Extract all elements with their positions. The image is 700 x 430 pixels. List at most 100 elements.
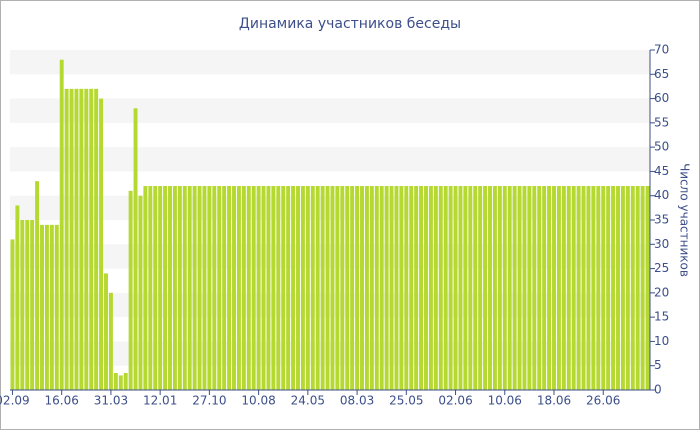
bar <box>286 186 291 390</box>
bar <box>256 186 261 390</box>
bar <box>468 186 473 390</box>
bar <box>246 186 251 390</box>
bar <box>104 273 108 390</box>
bar <box>30 220 35 390</box>
bar <box>202 186 207 390</box>
y-tick-label: 20 <box>654 285 669 299</box>
bar <box>217 186 222 390</box>
x-tick-label: 31.03 <box>94 394 128 408</box>
bar <box>645 186 650 390</box>
bar <box>502 186 507 390</box>
y-tick-label: 15 <box>654 310 669 324</box>
bar <box>527 186 532 390</box>
y-tick-label: 60 <box>654 91 669 105</box>
bar <box>488 186 492 390</box>
bar <box>222 186 227 390</box>
bar <box>586 186 591 390</box>
bar <box>54 224 59 390</box>
bar <box>542 186 547 390</box>
bar <box>148 186 153 390</box>
x-tick-label: 08.03 <box>340 394 374 408</box>
bar <box>532 186 537 390</box>
x-tick-label: 16.06 <box>45 394 79 408</box>
bar <box>340 186 345 390</box>
bar <box>325 186 330 390</box>
bar <box>556 186 561 390</box>
bar <box>537 186 542 390</box>
y-tick-label: 10 <box>654 334 669 348</box>
x-tick-label: 25.05 <box>389 394 423 408</box>
bar <box>64 88 69 390</box>
bar <box>305 186 310 390</box>
chart-title: Динамика участников беседы <box>239 16 461 32</box>
bar <box>241 186 246 390</box>
bar <box>236 186 241 390</box>
bar <box>310 186 315 390</box>
y-tick-label: 40 <box>654 188 669 202</box>
bar <box>360 186 364 390</box>
bar <box>69 88 74 390</box>
bar <box>345 186 350 390</box>
bar <box>40 224 44 390</box>
bar <box>424 186 428 390</box>
bar <box>473 186 478 390</box>
bar <box>374 186 379 390</box>
x-tick-label: 12.01 <box>143 394 177 408</box>
bar <box>512 186 517 390</box>
bar <box>350 186 355 390</box>
bar <box>108 292 113 390</box>
bar <box>320 186 325 390</box>
bar <box>89 88 94 390</box>
bar <box>330 186 335 390</box>
y-tick-label: 25 <box>654 261 669 275</box>
bar <box>251 186 256 390</box>
bar <box>143 186 148 390</box>
bar <box>522 186 527 390</box>
y-tick-label: 65 <box>654 67 669 81</box>
bar <box>483 186 488 390</box>
bar <box>576 186 581 390</box>
bar <box>59 59 64 390</box>
bar <box>197 186 202 390</box>
bar <box>94 88 99 390</box>
bar <box>207 186 212 390</box>
bar <box>433 186 438 390</box>
bar <box>384 186 389 390</box>
bar <box>428 186 433 390</box>
bar <box>335 186 340 390</box>
bar <box>414 186 419 390</box>
bar <box>187 186 192 390</box>
bar <box>182 186 187 390</box>
bar <box>463 186 468 390</box>
bar <box>409 186 414 390</box>
x-tick-label: 10.08 <box>241 394 275 408</box>
bar <box>35 181 40 390</box>
y-tick-label: 55 <box>654 115 669 129</box>
bar <box>419 186 424 390</box>
bar <box>172 186 177 390</box>
bar <box>212 186 217 390</box>
bar <box>404 186 409 390</box>
bar <box>138 195 143 390</box>
bar <box>296 186 300 390</box>
bar <box>153 186 158 390</box>
bar <box>133 108 138 391</box>
bar <box>458 186 463 390</box>
bar <box>44 224 49 390</box>
bar <box>113 373 118 390</box>
bar <box>128 190 133 390</box>
y-tick-label: 70 <box>654 43 669 57</box>
bar <box>20 220 25 390</box>
bar <box>547 186 552 390</box>
bar <box>261 186 266 390</box>
bar <box>389 186 394 390</box>
bar <box>611 186 616 390</box>
bar <box>601 186 606 390</box>
bar <box>163 186 168 390</box>
x-tick-label: 24.05 <box>291 394 325 408</box>
bar <box>552 186 556 390</box>
bar <box>364 186 369 390</box>
bar <box>300 186 305 390</box>
bar <box>635 186 640 390</box>
bar <box>630 186 635 390</box>
